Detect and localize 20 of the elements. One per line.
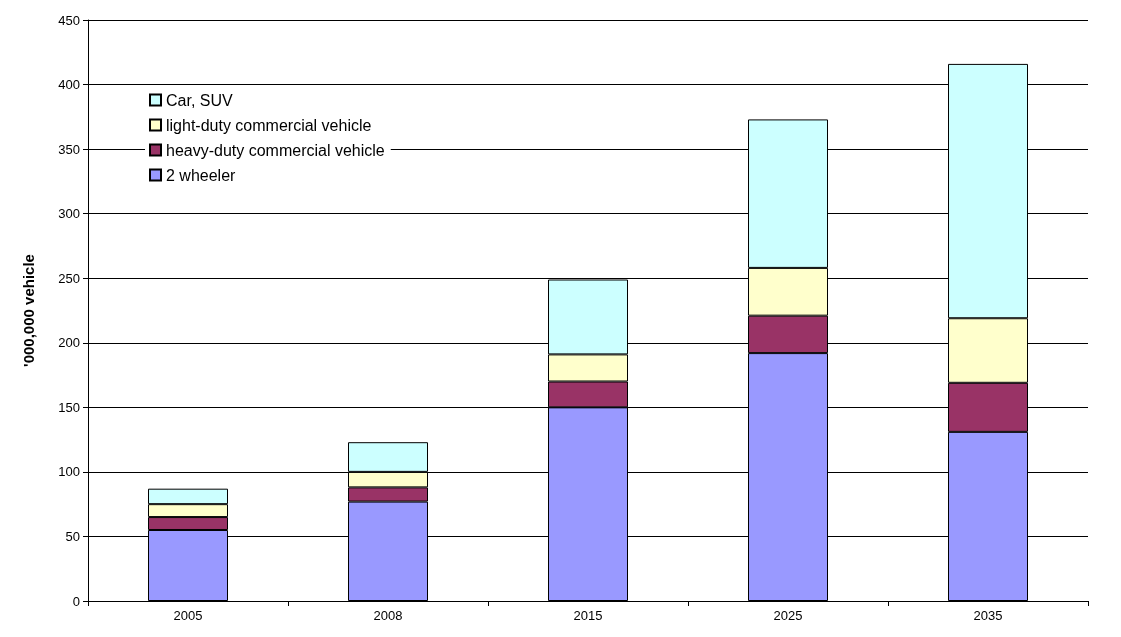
y-tick-label: 150 xyxy=(58,399,80,415)
legend-label: light-duty commercial vehicle xyxy=(166,116,372,134)
legend-label: Car, SUV xyxy=(166,91,234,109)
y-tick-label: 400 xyxy=(58,77,80,93)
y-tick-label: 100 xyxy=(58,464,80,480)
y-axis-title: '000,000 vehicle xyxy=(20,254,37,367)
y-tick-label: 200 xyxy=(58,335,80,351)
x-tick-label: 2005 xyxy=(173,608,203,623)
x-tick-label: 2015 xyxy=(573,608,603,623)
x-tick-label: 2025 xyxy=(773,608,803,623)
y-tick-label: 350 xyxy=(58,141,80,157)
x-tick-label: 2035 xyxy=(973,608,1003,623)
y-tick-label: 250 xyxy=(58,270,80,286)
legend-label: heavy-duty commercial vehicle xyxy=(166,141,385,159)
y-tick-label: 450 xyxy=(58,12,80,28)
x-tick-label: 2008 xyxy=(373,608,403,623)
y-tick-label: 0 xyxy=(72,593,80,609)
y-tick-label: 50 xyxy=(65,528,80,544)
y-tick-label: 300 xyxy=(58,206,80,222)
legend-label: 2 wheeler xyxy=(166,166,237,184)
